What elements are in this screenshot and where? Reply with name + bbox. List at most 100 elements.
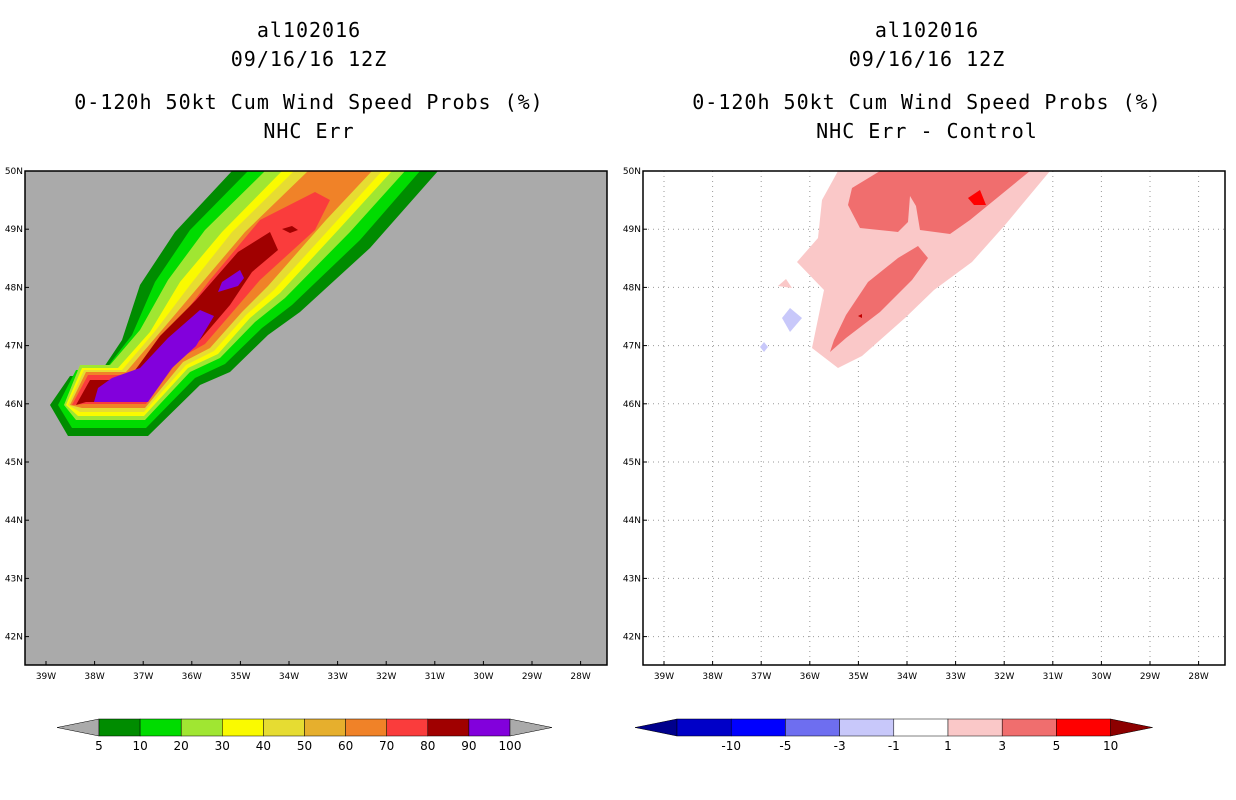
left-map-frame: [24, 170, 608, 666]
left-lon-label: 36W: [182, 672, 202, 682]
contour-100: [94, 310, 214, 402]
right-lon-label: 34W: [897, 672, 917, 682]
right-axis-ticks: 50N 49N 48N 47N 46N 45N 44N 43N 42N 39W 38W 37W 36W 3…: [623, 167, 1209, 682]
left-lon-label: 30W: [473, 672, 493, 682]
left-cbar-label: 50: [297, 739, 312, 753]
left-cbar-cell: [180, 718, 223, 737]
right-lon-label: 28W: [1188, 672, 1208, 682]
right-cbar-label: 5: [1053, 739, 1061, 753]
contour-90-dot: [282, 226, 298, 233]
diff-contour-neg-spot: [782, 308, 802, 332]
left-title-date: 09/16/16 12Z: [230, 47, 388, 71]
left-cbar-label: 90: [461, 739, 476, 753]
contour-80: [76, 232, 278, 405]
right-lat-label: 44N: [623, 516, 641, 526]
right-map-frame: [642, 170, 1226, 666]
right-cbar-label: -10: [721, 739, 741, 753]
diff-contour-3-upper: [848, 171, 1030, 234]
left-cbar-cell: [386, 718, 429, 737]
diff-contour-1-notch: [778, 279, 792, 288]
left-cbar-label: 80: [420, 739, 435, 753]
right-colorbar: -10 -5 -3 -1 1 3 5 10: [634, 718, 1153, 753]
right-cbar-low-arrow: [634, 718, 678, 737]
left-lon-label: 37W: [133, 672, 153, 682]
left-cbar-high-arrow: [509, 718, 553, 737]
left-cbar-label: 20: [174, 739, 189, 753]
left-cbar-label: 10: [132, 739, 147, 753]
right-panel-title: al102016 09/16/16 12Z 0-120h 50kt Cum Wi…: [618, 16, 1236, 146]
right-cbar-cell: [730, 718, 786, 737]
diff-contour-5-dot: [858, 314, 862, 318]
right-lon-label: 30W: [1091, 672, 1111, 682]
left-cbar-label: 5: [95, 739, 103, 753]
left-cbar-cell: [263, 718, 305, 737]
right-lon-label: 33W: [945, 672, 965, 682]
left-title-product: 0-120h 50kt Cum Wind Speed Probs (%): [74, 90, 544, 114]
right-cbar-label: -3: [834, 739, 846, 753]
right-cbar-cell: [1056, 718, 1111, 737]
left-cbar-low-arrow: [56, 718, 100, 737]
right-cbar-label: 3: [998, 739, 1006, 753]
right-lat-label: 46N: [623, 400, 641, 410]
right-lat-label: 49N: [623, 225, 641, 235]
left-lon-label: 32W: [376, 672, 396, 682]
left-cbar-label: 40: [256, 739, 271, 753]
left-cbar-cell: [304, 718, 346, 737]
left-lat-label: 49N: [5, 225, 23, 235]
right-cbar-high-arrow: [1110, 718, 1153, 737]
right-lon-label: 36W: [800, 672, 820, 682]
right-difference-contours: [760, 171, 1050, 368]
left-lon-label: 29W: [522, 672, 542, 682]
left-map: 50N 49N 48N 47N 46N 45N 44N 43N 42N 39W 38W 37W 36W 3…: [5, 167, 608, 682]
right-lon-label: 38W: [702, 672, 722, 682]
left-lon-label: 34W: [279, 672, 299, 682]
left-lat-label: 46N: [5, 400, 23, 410]
left-cbar-label: 70: [379, 739, 394, 753]
left-probability-contours: [50, 171, 438, 436]
left-title-storm: al102016: [256, 18, 362, 42]
left-cbar-cell: [139, 718, 182, 737]
left-cbar-label: 100: [499, 739, 522, 753]
right-cbar-label: -1: [888, 739, 900, 753]
right-cbar-cell: [947, 718, 1003, 737]
right-title-variant: NHC Err - Control: [816, 119, 1038, 143]
left-lat-label: 50N: [5, 167, 23, 177]
diff-contour-3-lower: [830, 246, 928, 352]
left-lon-label: 31W: [425, 672, 445, 682]
left-lat-label: 43N: [5, 574, 23, 584]
right-lat-label: 45N: [623, 458, 641, 468]
left-lat-label: 42N: [5, 633, 23, 643]
right-lon-label: 35W: [848, 672, 868, 682]
left-cbar-cell: [468, 718, 511, 737]
right-cbar-cell: [676, 718, 732, 737]
right-cbar-cell: [1001, 718, 1057, 737]
left-axis-ticks: 50N 49N 48N 47N 46N 45N 44N 43N 42N 39W 38W 37W 36W 3…: [5, 167, 591, 682]
right-lat-label: 48N: [623, 283, 641, 293]
contour-100-small: [218, 270, 244, 292]
right-cbar-label: 1: [944, 739, 952, 753]
left-cbar-cell: [222, 718, 264, 737]
left-cbar-cell: [345, 718, 387, 737]
diff-contour-neg-dot: [760, 342, 768, 352]
right-cbar-cell: [839, 718, 895, 737]
right-cbar-label: -5: [779, 739, 791, 753]
right-lon-label: 32W: [994, 672, 1014, 682]
left-lat-label: 47N: [5, 342, 23, 352]
left-panel-title: al102016 09/16/16 12Z 0-120h 50kt Cum Wi…: [0, 16, 618, 146]
right-title-date: 09/16/16 12Z: [848, 47, 1006, 71]
left-lat-label: 48N: [5, 283, 23, 293]
right-title-storm: al102016: [874, 18, 980, 42]
left-cbar-label: 30: [215, 739, 230, 753]
left-title-variant: NHC Err: [263, 119, 355, 143]
left-lon-label: 28W: [570, 672, 590, 682]
diff-contour-5-spot: [968, 190, 986, 205]
left-lon-label: 35W: [230, 672, 250, 682]
right-lon-label: 31W: [1043, 672, 1063, 682]
right-lon-label: 37W: [751, 672, 771, 682]
left-lon-label: 38W: [84, 672, 104, 682]
right-map: 50N 49N 48N 47N 46N 45N 44N 43N 42N 39W 38W 37W 36W 3…: [623, 167, 1226, 682]
right-cbar-cell: [785, 718, 840, 737]
right-lon-label: 39W: [654, 672, 674, 682]
left-colorbar: 5 10 20 30 40 50 60 70 80 90 100: [56, 718, 553, 753]
left-lon-label: 39W: [36, 672, 56, 682]
